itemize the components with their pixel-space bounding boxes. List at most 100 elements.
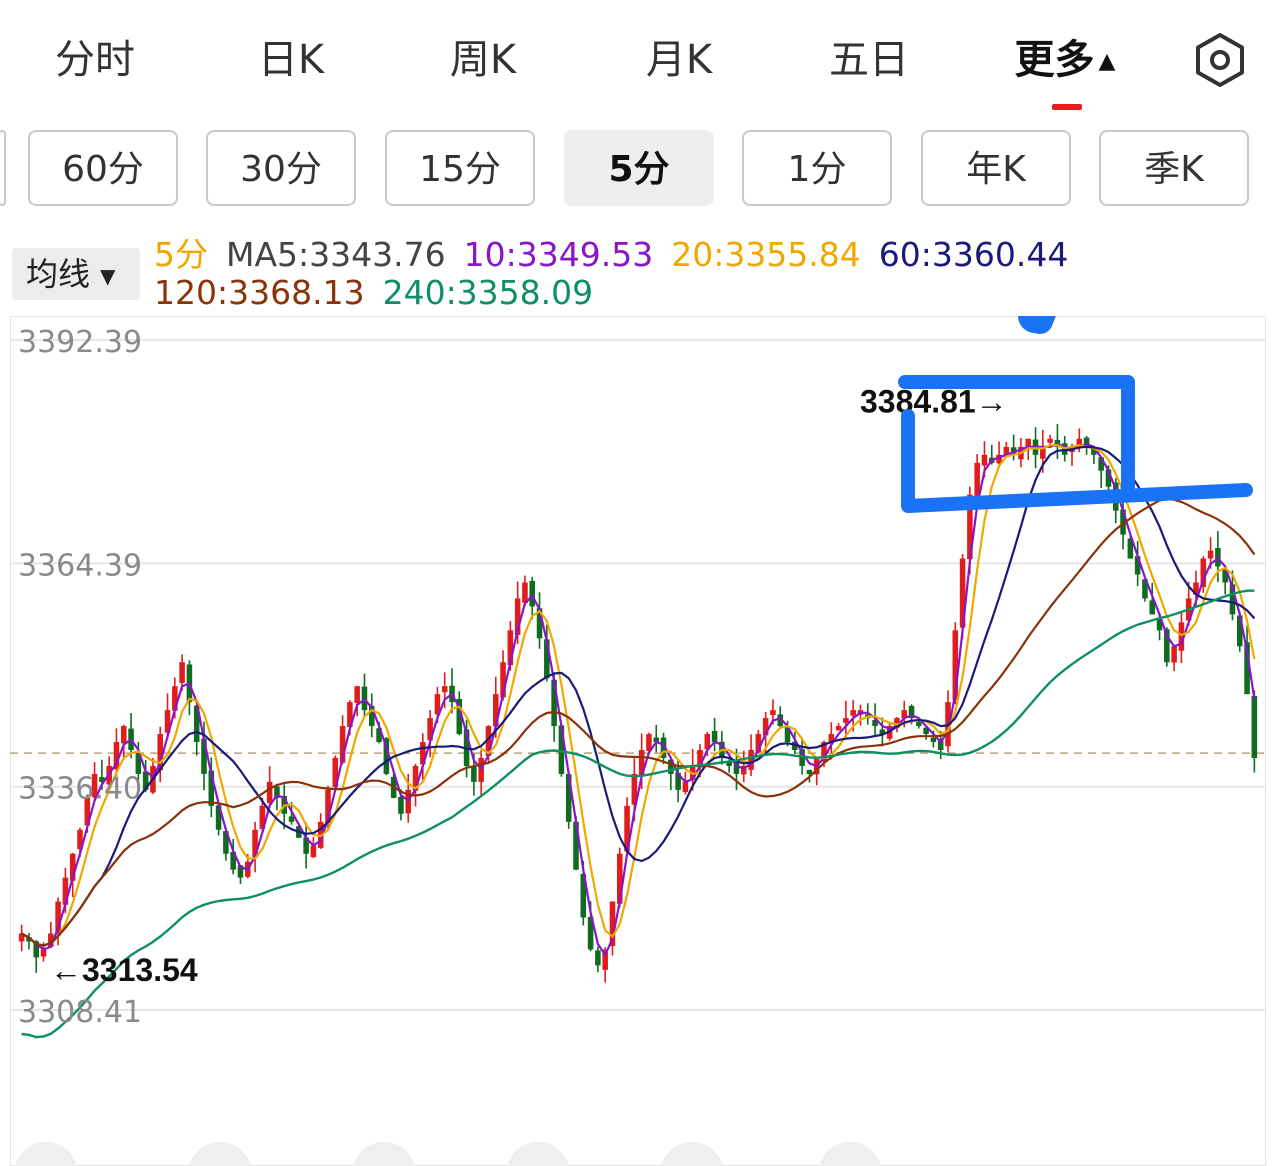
candle-body [427,718,433,741]
low-marker-label: ←3313.54 [50,952,198,988]
candle-body [208,770,215,806]
candle-body [347,702,353,727]
tab-monthly-k[interactable]: 月K [645,37,713,83]
candle-body [339,726,346,763]
legend-ma60: 60:3360.44 [878,235,1069,274]
period-30min[interactable]: 30分 [206,130,356,206]
candle-body [266,781,273,804]
bottom-tool-button [819,1142,881,1166]
candle-body [1171,646,1177,663]
candle-body [441,686,448,693]
candle-body [69,853,76,881]
candle-body [631,773,638,805]
candle-body [142,771,149,790]
candle-body [1222,569,1228,583]
moving-average-select[interactable]: 均线 ▼ [12,248,140,300]
candle-body [368,705,375,727]
candle-body [1193,582,1199,595]
candle-body [522,582,528,603]
settings-gear-icon[interactable] [1190,30,1250,90]
candle-body [762,718,769,736]
tab-weekly-k[interactable]: 周K [449,37,517,83]
legend-ma20: 20:3355.84 [671,235,861,274]
candle-body [354,686,360,703]
candle-body [675,772,681,790]
candle-body [602,949,608,970]
tab-intraday[interactable]: 分时 [55,37,135,83]
candlestick-chart[interactable]: 3392.39 3364.39 3336.40 3308.41 3384.81→ ←3… [10,316,1266,1166]
tab-five-day[interactable]: 五日 [829,37,909,83]
candle-body [434,694,441,715]
y-tick-label: 3392.39 [18,325,142,360]
candle-body [1091,447,1097,455]
candle-body [179,662,185,683]
candle-body [259,805,266,829]
candle-body [1040,446,1046,459]
y-tick-label: 3336.40 [18,772,142,807]
chevron-down-icon: ▼ [100,264,116,288]
candle-body [551,679,557,727]
bracket-bottom [901,409,1253,513]
candle-body [755,734,762,753]
candle-body [996,454,1002,464]
candle-body [1229,584,1236,615]
y-tick-label: 3308.41 [18,995,142,1030]
candle-body [777,714,784,727]
candle-body [558,725,565,774]
candle-body [1178,622,1185,651]
period-60min[interactable]: 60分 [28,130,178,206]
candle-body [726,761,732,766]
period-5min[interactable]: 5分 [564,130,714,206]
candle-body [215,805,222,830]
candle-body [653,737,660,743]
period-1min[interactable]: 1分 [742,130,892,206]
candle-body [48,933,54,947]
candle-body [529,580,536,607]
candle-body [288,816,295,822]
candle-body [1244,642,1250,695]
candle-body [507,630,514,666]
candle-body [835,726,842,731]
period-yearly-k[interactable]: 年K [921,130,1071,206]
chart-type-tabs: 分时 日K 周K 月K 五日 更多 ▲ [0,0,1280,110]
y-axis-labels: 3392.39 3364.39 3336.40 3308.41 [18,325,142,1030]
candle-body [172,686,178,711]
candle-body [711,730,718,743]
candle-body [223,831,229,854]
candle-body [573,821,579,870]
candle-body [135,752,142,774]
y-tick-label: 3364.39 [18,548,142,583]
candle-body [1127,538,1134,559]
bottom-tool-button [15,1142,77,1166]
tab-daily-k[interactable]: 日K [257,37,325,83]
candle-body [303,837,309,854]
period-15min[interactable]: 15分 [385,130,535,206]
candle-body [828,734,835,743]
candle-body [937,738,944,750]
ma-legend-row-2: 120:3368.13 240:3358.09 [154,273,611,312]
candle-body [1251,695,1258,758]
candle-body [412,765,419,791]
legend-ma5: MA5:3343.76 [226,235,446,274]
candle-body [1200,558,1207,588]
period-button-partial[interactable] [0,130,6,206]
candle-body [952,630,959,700]
legend-ma120: 120:3368.13 [154,273,365,312]
candle-body [908,705,915,719]
candle-body [587,917,594,950]
candle-body [1083,437,1090,447]
candle-body [872,720,878,727]
candle-body [616,853,623,904]
candle-body [376,728,382,743]
candle-body [1076,438,1083,447]
ma-legend-row-1: 5分 MA5:3343.76 10:3349.53 20:3355.84 60:3360… [154,228,1086,276]
period-selector: 60分 30分 15分 5分 1分 年K 季K [0,128,1280,212]
candle-body [55,901,61,934]
candle-body [471,766,477,782]
period-quarterly-k[interactable]: 季K [1099,130,1249,206]
tab-more[interactable]: 更多 ▲ [1000,32,1130,88]
candle-body [310,845,317,858]
candle-body [420,742,426,765]
ma120-line [21,498,1256,947]
candle-body [500,662,506,698]
